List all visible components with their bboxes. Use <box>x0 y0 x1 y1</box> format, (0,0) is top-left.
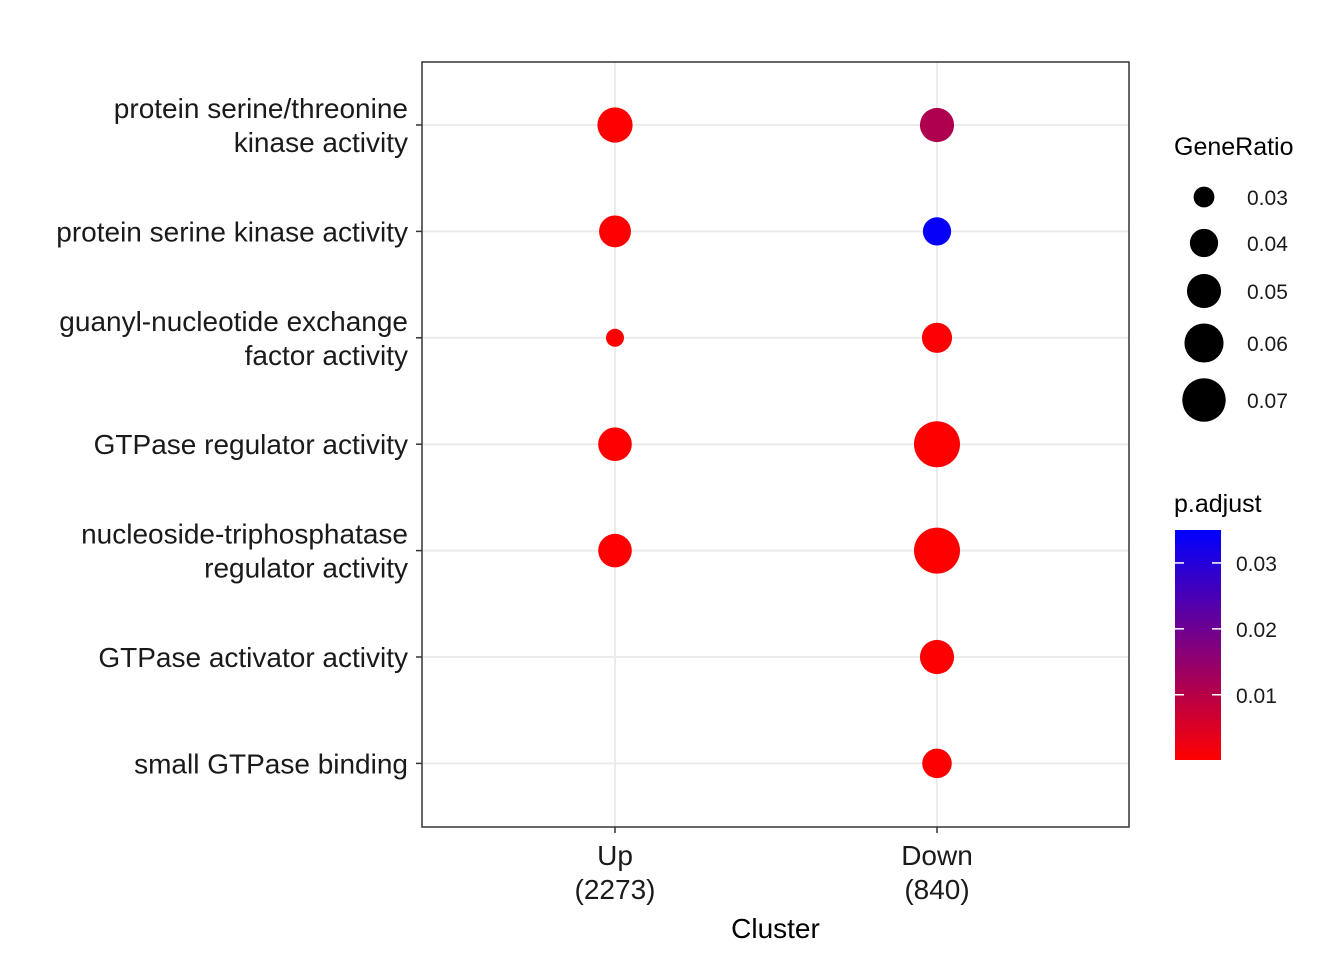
data-point <box>919 107 955 143</box>
color-legend-label: 0.01 <box>1236 685 1277 708</box>
x-axis: Up(2273) Down(840) <box>575 827 973 905</box>
data-point <box>598 427 632 462</box>
size-legend-label: 0.04 <box>1247 233 1288 256</box>
data-point <box>921 322 953 353</box>
data-point <box>914 421 960 468</box>
size-legend-key <box>1193 186 1215 208</box>
color-legend: p.adjust 0.01 0.02 0.03 <box>1174 490 1277 760</box>
x-axis-title: Cluster <box>731 913 820 944</box>
color-legend-label: 0.02 <box>1236 619 1277 642</box>
size-legend-key <box>1182 378 1226 422</box>
x-tick-count: (840) <box>904 874 969 905</box>
x-tick-label: Up <box>597 840 633 871</box>
y-tick-label: protein serine/threonine <box>114 93 408 124</box>
data-point <box>606 328 624 347</box>
x-tick-label: Down <box>901 840 973 871</box>
y-tick-label: kinase activity <box>234 127 408 158</box>
y-tick-label: GTPase regulator activity <box>94 429 408 460</box>
size-legend-label: 0.05 <box>1247 281 1288 304</box>
x-tick-count: (2273) <box>575 874 656 905</box>
size-legend-key <box>1186 273 1222 309</box>
y-tick-label: regulator activity <box>204 553 408 584</box>
y-tick-label: protein serine kinase activity <box>56 216 408 247</box>
data-point <box>914 527 960 574</box>
data-point <box>922 217 952 246</box>
grid-lines <box>422 62 1129 827</box>
color-legend-title: p.adjust <box>1174 490 1262 518</box>
data-point <box>598 533 632 568</box>
y-tick-label: GTPase activator activity <box>98 642 408 673</box>
color-bar <box>1175 530 1221 760</box>
y-tick-label: nucleoside-triphosphatase <box>81 519 408 550</box>
size-legend-title: GeneRatio <box>1174 133 1294 161</box>
size-legend-key <box>1189 228 1219 258</box>
size-legend-key <box>1184 323 1224 363</box>
y-tick-label: guanyl-nucleotide exchange <box>59 306 408 337</box>
y-tick-label: small GTPase binding <box>134 748 408 779</box>
data-point <box>919 639 955 675</box>
size-legend-label: 0.06 <box>1247 333 1288 356</box>
points <box>597 107 960 779</box>
y-tick-label: factor activity <box>245 340 408 371</box>
data-point <box>597 107 633 143</box>
size-legend-label: 0.03 <box>1247 187 1288 210</box>
data-point <box>922 748 952 779</box>
size-legend-label: 0.07 <box>1247 390 1288 413</box>
data-point <box>599 215 631 248</box>
color-legend-label: 0.03 <box>1236 553 1277 576</box>
size-legend: GeneRatio 0.03 0.04 0.05 0.06 0.07 <box>1174 133 1294 422</box>
